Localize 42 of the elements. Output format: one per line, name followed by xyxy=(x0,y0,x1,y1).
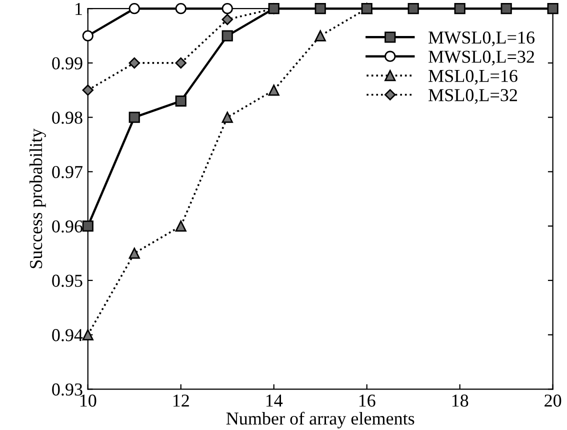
point xyxy=(314,3,326,14)
point xyxy=(82,30,94,42)
point xyxy=(82,220,94,232)
point xyxy=(500,3,512,14)
point xyxy=(128,3,140,14)
x-tick-label: 12 xyxy=(173,394,189,407)
point xyxy=(222,3,233,14)
point xyxy=(128,57,140,69)
point xyxy=(222,112,233,123)
point xyxy=(128,112,140,123)
y-tick-label: 1 xyxy=(76,2,82,15)
y-axis-title: Success probability xyxy=(29,128,46,268)
legend-label: MSL0,L=16 xyxy=(428,70,518,85)
point xyxy=(175,95,186,107)
point xyxy=(222,30,233,42)
x-tick-label: 10 xyxy=(80,394,96,407)
point xyxy=(128,248,140,259)
point xyxy=(454,3,466,14)
x-tick-label: 14 xyxy=(266,394,283,407)
y-tick-label: 0.93 xyxy=(52,383,82,396)
y-tick-label: 0.98 xyxy=(52,112,82,124)
point xyxy=(268,84,280,96)
legend-label: MSL0,L=32 xyxy=(428,89,517,104)
point xyxy=(175,3,186,14)
x-tick-label: 16 xyxy=(359,394,376,407)
point xyxy=(408,3,419,14)
y-tick-label: 0.96 xyxy=(52,220,82,233)
x-axis-title: Number of array elements xyxy=(226,412,414,428)
y-tick-label: 0.99 xyxy=(52,57,82,70)
point xyxy=(82,84,94,96)
y-tick-label: 0.95 xyxy=(52,274,82,287)
point xyxy=(314,30,326,42)
point xyxy=(547,3,558,14)
x-tick-label: 18 xyxy=(452,394,468,407)
point xyxy=(175,57,186,69)
x-tick-label: 20 xyxy=(544,394,562,407)
y-tick-label: 0.97 xyxy=(52,166,83,178)
point xyxy=(222,14,233,26)
legend-label: MWSL0,L=32 xyxy=(428,50,534,66)
y-tick-label: 0.94 xyxy=(52,329,83,342)
point xyxy=(175,220,186,232)
legend-label: MWSL0,L=16 xyxy=(428,31,534,46)
